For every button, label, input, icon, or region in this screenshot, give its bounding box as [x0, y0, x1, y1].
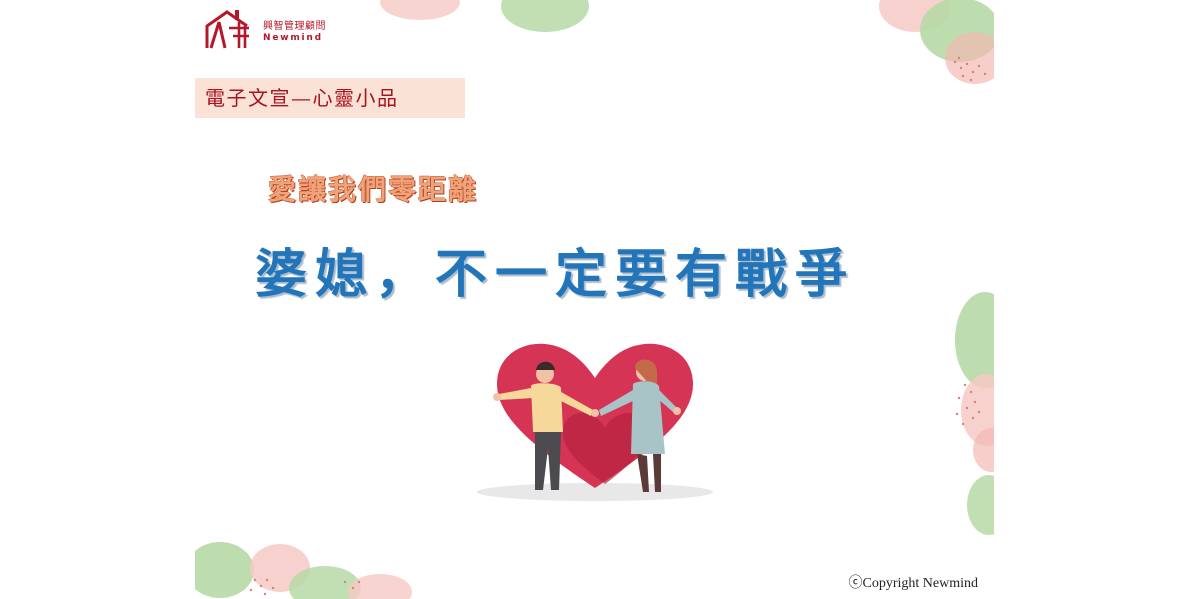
brand-logo: 興智管理顧問 Newmind: [203, 8, 333, 52]
slide: 興智管理顧問 Newmind 電子文宣—心靈小品 愛讓我們零距離 婆媳，不一定要…: [195, 0, 994, 599]
logo-chinese-name: 興智管理顧問: [263, 21, 326, 32]
logo-house-icon: [205, 10, 249, 49]
decorative-blob-right: [955, 292, 994, 535]
subtitle: 愛讓我們零距離: [268, 173, 479, 206]
couple-heart-illustration: [477, 343, 713, 501]
logo-english-name: Newmind: [263, 33, 323, 43]
page-title: 婆媳，不一定要有戰爭: [255, 244, 856, 305]
decorative-blob-top-right: [879, 0, 994, 84]
decorative-blob-top: [380, 0, 589, 32]
category-banner: 電子文宣—心靈小品: [195, 78, 465, 118]
copyright-text: ⓒCopyright Newmind: [848, 576, 979, 591]
decorative-blob-bottom-left: [195, 542, 412, 599]
